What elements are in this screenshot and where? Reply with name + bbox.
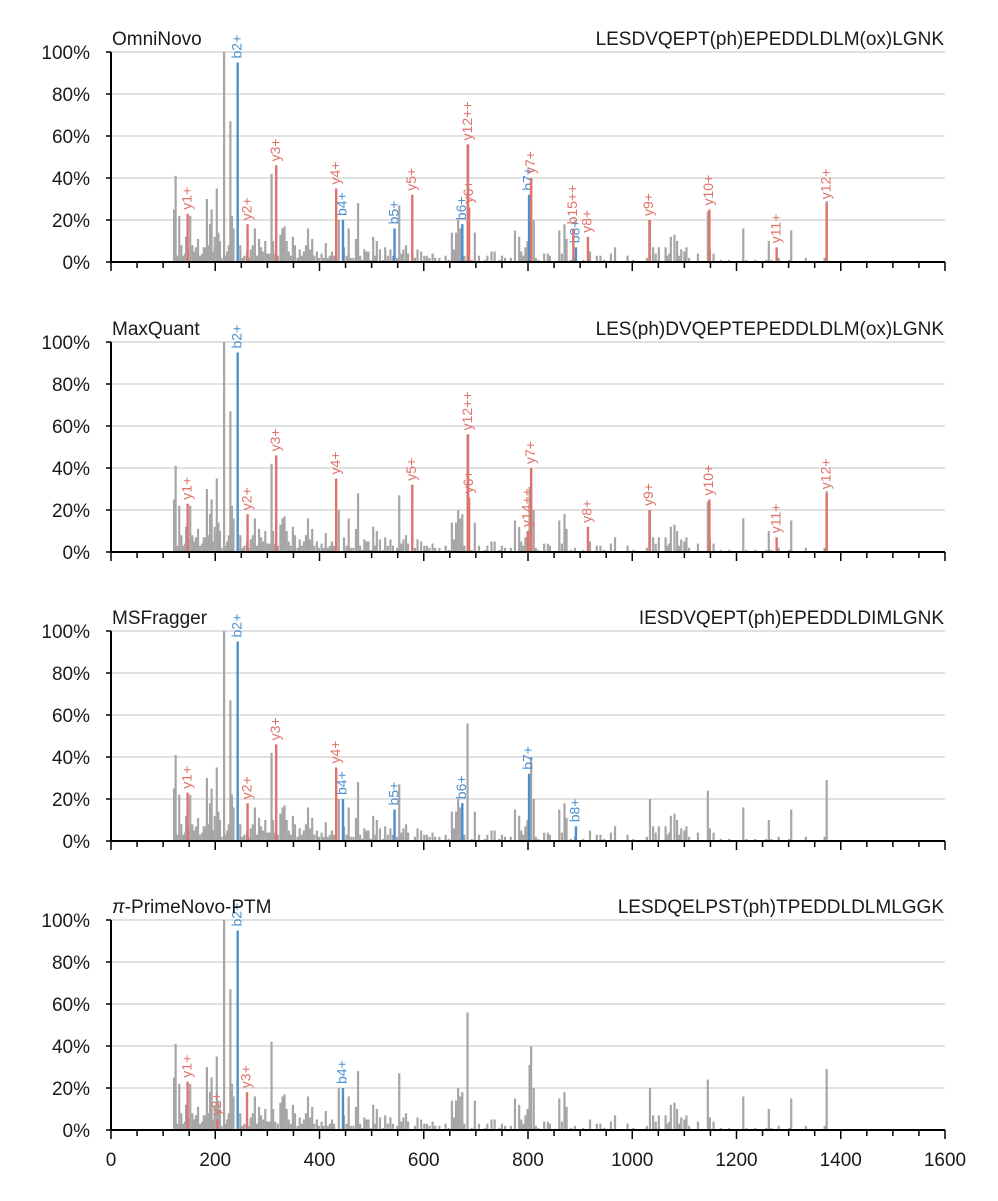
ion-label: y9+ bbox=[640, 193, 656, 216]
y-tick-label: 100% bbox=[41, 333, 90, 354]
y-tick-label: 0% bbox=[63, 253, 91, 274]
peptide-sequence: IESDVQEPT(ph)EPEDDLDIMLGNK bbox=[639, 608, 944, 629]
panel-title: π-PrimeNovo-PTM bbox=[112, 897, 271, 918]
ion-label: y11+ bbox=[767, 214, 783, 244]
y-tick-label: 0% bbox=[63, 543, 91, 564]
ion-label: y5+ bbox=[403, 458, 419, 481]
ion-label: y3+ bbox=[267, 428, 283, 451]
peptide-sequence: LESDQELPST(ph)TPEDDLDLMLGGK bbox=[618, 897, 945, 918]
spectrum-panel: 0%20%40%60%80%100% b2+b4+ b5+ b6+b7+b8+y1+ y… bbox=[41, 29, 946, 274]
y-tick-label: 20% bbox=[52, 501, 90, 522]
y-tick-label: 0% bbox=[63, 1121, 91, 1142]
ion-label: b5+ bbox=[385, 201, 401, 225]
peptide-sequence: LESDVQEPT(ph)EPEDDLDLM(ox)LGNK bbox=[596, 29, 945, 50]
spectrum-panel: 0% 20% 40% 60% 80% 100% b2+ b4+ y1+ y2+ y3+ 0 200 400… bbox=[41, 897, 966, 1171]
ion-label: b7+ bbox=[520, 746, 536, 770]
ion-label: y4+ bbox=[327, 452, 343, 475]
ion-label: y10+ bbox=[700, 175, 716, 206]
x-tick-label: 0 bbox=[106, 1150, 117, 1171]
spectrum-panel: 0%20%40%60%80%100%b2+y1+y2+y3+y4+y5+y6+y… bbox=[41, 319, 946, 564]
y-tick-label: 80% bbox=[52, 953, 90, 974]
y-tick-label: 40% bbox=[52, 459, 90, 480]
ion-label: y4+ bbox=[327, 162, 343, 185]
panel-title: MSFragger bbox=[112, 608, 208, 629]
x-tick-label: 1200 bbox=[715, 1150, 757, 1171]
y-tick-label: 100% bbox=[41, 622, 90, 643]
ion-label: y2+ bbox=[238, 197, 254, 220]
ion-label: b2+ bbox=[228, 35, 244, 59]
y-tick-label: 20% bbox=[52, 790, 90, 811]
ion-label: y7+ bbox=[522, 151, 538, 174]
ion-label: y2+ bbox=[238, 776, 254, 799]
y-tick-label: 40% bbox=[52, 1037, 90, 1058]
ion-label: y3+ bbox=[267, 717, 283, 740]
y-tick-label: 60% bbox=[52, 127, 90, 148]
x-tick-label: 400 bbox=[304, 1150, 336, 1171]
ion-label: y10+ bbox=[700, 465, 716, 496]
y-tick-label: 20% bbox=[52, 211, 90, 232]
panel-title: MaxQuant bbox=[112, 319, 200, 340]
ion-label: b2+ bbox=[228, 614, 244, 638]
spectrum-panel: 0% 20% 40% 60% 80% 100% b2+ b4+ b5+ b6+ b7+ b8+ y1+ y… bbox=[41, 608, 946, 853]
ion-label: y1+ bbox=[178, 187, 194, 210]
y-tick-label: 80% bbox=[52, 85, 90, 106]
ion-label: y3+ bbox=[238, 1065, 254, 1088]
ion-label: y3+ bbox=[267, 138, 283, 161]
ion-label: y12++ bbox=[459, 391, 475, 430]
y-tick-label: 100% bbox=[41, 911, 90, 932]
y-tick-label: 80% bbox=[52, 664, 90, 685]
x-tick-label: 1600 bbox=[924, 1150, 966, 1171]
ion-label: y12++ bbox=[459, 101, 475, 140]
y-tick-label: 20% bbox=[52, 1079, 90, 1100]
ion-label: b6+ bbox=[453, 775, 469, 799]
ion-label: b4+ bbox=[334, 1060, 350, 1084]
ion-label: y1+ bbox=[178, 477, 194, 500]
ion-label: y8+ bbox=[579, 500, 595, 523]
ion-label: b2+ bbox=[228, 325, 244, 349]
ion-label: b15++ bbox=[564, 185, 580, 225]
ion-label: y8+ bbox=[579, 210, 595, 233]
ion-label: b4+ bbox=[334, 192, 350, 216]
x-tick-label: 800 bbox=[512, 1150, 544, 1171]
y-tick-label: 0% bbox=[63, 832, 91, 853]
y-tick-label: 60% bbox=[52, 995, 90, 1016]
y-tick-label: 60% bbox=[52, 417, 90, 438]
ion-label: y1+ bbox=[178, 1055, 194, 1078]
y-tick-label: 80% bbox=[52, 375, 90, 396]
ion-label: y7+ bbox=[522, 441, 538, 464]
panel-title: OmniNovo bbox=[112, 29, 202, 50]
ion-label: y9+ bbox=[640, 483, 656, 506]
y-tick-label: 40% bbox=[52, 748, 90, 769]
ion-label: y2+ bbox=[238, 487, 254, 510]
ion-label: y12+ bbox=[817, 168, 833, 199]
x-tick-label: 1400 bbox=[820, 1150, 862, 1171]
ion-label: b2+ bbox=[228, 903, 244, 927]
x-tick-label: 200 bbox=[199, 1150, 231, 1171]
ion-label: b4+ bbox=[334, 771, 350, 795]
y-tick-label: 100% bbox=[41, 43, 90, 64]
y-tick-label: 40% bbox=[52, 169, 90, 190]
ion-label: y12+ bbox=[817, 458, 833, 489]
ion-label: y5+ bbox=[403, 168, 419, 191]
peptide-sequence: LES(ph)DVQEPTEPEDDLDLM(ox)LGNK bbox=[596, 319, 945, 340]
x-tick-label: 600 bbox=[408, 1150, 440, 1171]
ion-label: b8+ bbox=[567, 220, 583, 244]
ion-label: y4+ bbox=[327, 741, 343, 764]
ion-label: y2+ bbox=[208, 1093, 224, 1116]
ion-label: b6+ bbox=[453, 196, 469, 220]
ion-label: b5+ bbox=[385, 782, 401, 806]
y-tick-label: 60% bbox=[52, 706, 90, 727]
ion-label: y11+ bbox=[767, 504, 783, 534]
x-tick-label: 1000 bbox=[611, 1150, 653, 1171]
ion-label: y1+ bbox=[178, 766, 194, 789]
ion-label: b8+ bbox=[567, 799, 583, 823]
